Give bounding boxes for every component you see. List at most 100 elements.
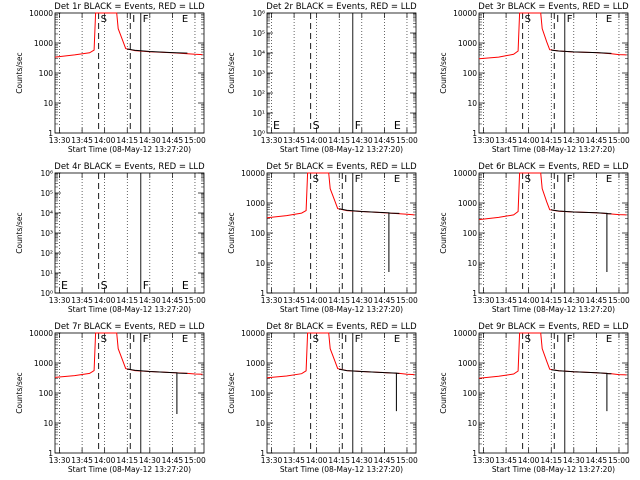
- y-tick-label: 10: [43, 99, 53, 108]
- x-tick-label: 14:15: [116, 296, 138, 305]
- y-tick-label: 100: [39, 69, 54, 78]
- x-tick-label: 15:00: [396, 456, 418, 465]
- series-line-lld: [478, 12, 627, 60]
- panel-title: Det 7r BLACK = Events, RED = LLD: [54, 322, 205, 332]
- y-axis-label: Counts/sec: [15, 52, 24, 93]
- y-axis-label: Counts/sec: [15, 372, 24, 413]
- y-axis-label: Counts/sec: [227, 372, 236, 413]
- marker-label-E: E: [606, 14, 612, 25]
- x-tick-label: 14:30: [351, 296, 373, 305]
- x-tick-label: 14:30: [563, 136, 585, 145]
- x-tick-label: 14:15: [116, 456, 138, 465]
- y-tick-label: 10³: [40, 229, 53, 238]
- plot-frame: [54, 172, 205, 294]
- x-tick-label: 15:00: [396, 296, 418, 305]
- marker-label-F: F: [567, 174, 573, 185]
- x-tick-label: 14:45: [374, 136, 396, 145]
- panel-title: Det 9r BLACK = Events, RED = LLD: [478, 322, 629, 332]
- x-tick-label: 13:30: [49, 136, 71, 145]
- y-tick-label: 10000: [453, 169, 477, 178]
- marker-label-S: S: [101, 334, 107, 345]
- y-tick-label: 10⁵: [40, 189, 53, 198]
- x-tick-label: 13:45: [495, 136, 517, 145]
- x-tick-label: 14:45: [162, 136, 184, 145]
- x-tick-label: 13:45: [495, 456, 517, 465]
- y-tick-label: 10²: [252, 89, 265, 98]
- y-tick-label: 100: [463, 389, 478, 398]
- x-tick-label: 14:30: [351, 136, 373, 145]
- x-tick-label: 15:00: [608, 136, 630, 145]
- marker-label-E: E: [394, 174, 400, 185]
- y-tick-label: 1000: [458, 199, 477, 208]
- y-tick-label: 1000: [458, 39, 477, 48]
- y-tick-label: 100: [251, 389, 266, 398]
- series-line-events: [551, 49, 612, 54]
- x-tick-label: 14:00: [518, 296, 540, 305]
- x-tick-label: 14:30: [563, 296, 585, 305]
- marker-label-I: I: [344, 334, 347, 345]
- marker-label-F: F: [355, 334, 361, 345]
- x-tick-label: 14:15: [328, 456, 350, 465]
- y-tick-label: 10²: [40, 249, 53, 258]
- plot-frame: [478, 12, 629, 134]
- panel-title: Det 8r BLACK = Events, RED = LLD: [266, 322, 417, 332]
- x-tick-label: 13:30: [49, 456, 71, 465]
- plot-frame: [266, 172, 417, 294]
- marker-label-F: F: [355, 119, 361, 132]
- x-axis-label: Start Time (08-May-12 13:27:20): [68, 465, 191, 474]
- y-tick-label: 10⁴: [40, 209, 53, 218]
- x-tick-label: 13:30: [473, 296, 495, 305]
- x-tick-label: 14:00: [94, 136, 116, 145]
- x-tick-label: 14:30: [351, 456, 373, 465]
- y-tick-label: 10⁶: [252, 9, 265, 18]
- x-tick-label: 14:30: [139, 456, 161, 465]
- y-tick-label: 10: [43, 419, 53, 428]
- x-tick-label: 15:00: [608, 296, 630, 305]
- y-tick-label: 1: [472, 449, 477, 458]
- panel-det-8: Det 8r BLACK = Events, RED = LLD 13:30 13:…: [227, 322, 418, 474]
- x-tick-label: 14:45: [162, 296, 184, 305]
- y-tick-label: 10⁶: [40, 169, 53, 178]
- y-tick-label: 10000: [241, 169, 265, 178]
- x-tick-label: 14:45: [374, 296, 396, 305]
- series-line-lld: [54, 12, 203, 58]
- marker-label-I: I: [132, 14, 135, 25]
- y-tick-label: 10000: [29, 9, 53, 18]
- x-tick-label: 13:30: [49, 296, 71, 305]
- x-tick-label: 13:30: [261, 456, 283, 465]
- series-line-lld: [478, 172, 627, 221]
- marker-label-I: I: [344, 174, 347, 185]
- marker-label-E: E: [606, 334, 612, 345]
- y-tick-label: 10: [467, 259, 477, 268]
- panel-det-4: Det 4r BLACK = Events, RED = LLD 13:30 13:…: [15, 162, 206, 314]
- x-tick-label: 13:45: [283, 136, 305, 145]
- y-axis-label: Counts/sec: [439, 52, 448, 93]
- x-tick-label: 14:45: [374, 456, 396, 465]
- x-tick-label: 14:15: [328, 296, 350, 305]
- panel-title: Det 5r BLACK = Events, RED = LLD: [266, 162, 417, 172]
- y-tick-label: 1: [260, 449, 265, 458]
- series-line-events: [127, 368, 188, 414]
- x-axis-label: Start Time (08-May-12 13:27:20): [280, 305, 403, 314]
- marker-label-I: I: [556, 174, 559, 185]
- panel-det-6: Det 6r BLACK = Events, RED = LLD 13:30 13:…: [439, 162, 630, 314]
- marker-label-F: F: [567, 14, 573, 25]
- x-axis-label: Start Time (08-May-12 13:27:20): [68, 305, 191, 314]
- x-tick-label: 14:45: [162, 456, 184, 465]
- y-tick-label: 1: [48, 449, 53, 458]
- y-tick-label: 10: [255, 259, 265, 268]
- x-tick-label: 13:30: [473, 456, 495, 465]
- x-tick-label: 13:45: [71, 296, 93, 305]
- panel-det-5: Det 5r BLACK = Events, RED = LLD 13:30 13:…: [227, 162, 418, 314]
- marker-label-E: E: [394, 334, 400, 345]
- marker-label-S: S: [101, 14, 107, 25]
- x-tick-label: 14:45: [586, 456, 608, 465]
- series-line-lld: [54, 332, 203, 378]
- marker-label-I: I: [556, 334, 559, 345]
- series-line-events: [339, 208, 400, 272]
- x-tick-label: 14:00: [306, 136, 328, 145]
- y-tick-label: 1000: [246, 199, 265, 208]
- plot-frame: [266, 332, 417, 454]
- x-axis-label: Start Time (08-May-12 13:27:20): [68, 145, 191, 154]
